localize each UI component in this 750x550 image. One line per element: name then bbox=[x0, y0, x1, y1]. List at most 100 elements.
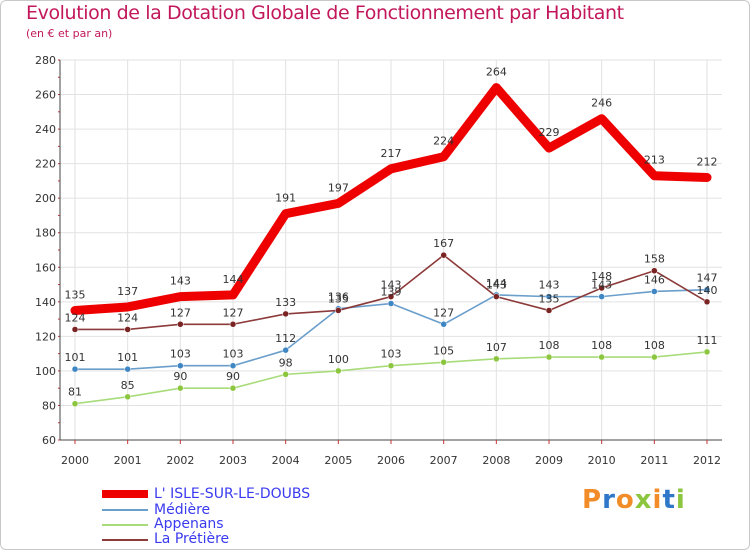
data-point bbox=[229, 362, 237, 369]
legend-swatch-mediere bbox=[102, 509, 148, 511]
data-label: 143 bbox=[486, 279, 507, 292]
data-label: 139 bbox=[381, 286, 402, 299]
data-label: 217 bbox=[381, 147, 402, 160]
data-label: 135 bbox=[65, 288, 86, 301]
data-label: 98 bbox=[279, 356, 293, 369]
data-label: 90 bbox=[226, 370, 240, 383]
data-label: 146 bbox=[644, 273, 665, 286]
data-point bbox=[387, 300, 395, 307]
data-point bbox=[598, 284, 605, 292]
data-point bbox=[545, 293, 553, 300]
data-point bbox=[494, 85, 499, 90]
y-tick-label: 160 bbox=[35, 261, 56, 274]
y-tick-label: 140 bbox=[35, 296, 56, 309]
y-tick-label: 60 bbox=[42, 434, 56, 447]
data-point bbox=[336, 201, 341, 206]
data-label: 212 bbox=[697, 155, 718, 168]
data-point bbox=[389, 166, 393, 171]
data-label: 101 bbox=[117, 351, 138, 364]
legend-label-la-pretiere: La Prétière bbox=[154, 531, 230, 547]
x-tick-label: 2011 bbox=[640, 454, 668, 467]
logo-letter: i bbox=[652, 485, 663, 515]
data-label: 90 bbox=[173, 370, 187, 383]
data-label: 144 bbox=[223, 273, 244, 286]
logo-letter: o bbox=[615, 485, 635, 515]
data-point bbox=[125, 305, 130, 309]
data-label: 108 bbox=[591, 339, 612, 352]
logo-letter: i bbox=[675, 485, 686, 515]
y-tick-label: 80 bbox=[42, 399, 56, 412]
data-point bbox=[598, 353, 605, 361]
x-tick-label: 2006 bbox=[377, 454, 405, 467]
data-point bbox=[231, 292, 235, 297]
data-point bbox=[440, 251, 447, 259]
proxiti-logo: Proxiti bbox=[582, 485, 686, 515]
data-label: 101 bbox=[65, 351, 86, 364]
x-tick-label: 2000 bbox=[61, 454, 89, 467]
data-point bbox=[387, 362, 395, 369]
x-tick-label: 2004 bbox=[272, 454, 300, 467]
data-point bbox=[441, 154, 446, 159]
data-point bbox=[178, 294, 183, 299]
data-point bbox=[703, 286, 711, 293]
data-label: 127 bbox=[223, 306, 244, 319]
data-point bbox=[599, 116, 604, 121]
data-label: 136 bbox=[328, 291, 349, 304]
logo-letter: r bbox=[602, 485, 616, 515]
legend-label-appenans: Appenans bbox=[154, 516, 224, 532]
data-label: 135 bbox=[539, 292, 560, 305]
data-point bbox=[545, 353, 553, 361]
data-label: 137 bbox=[117, 285, 138, 298]
x-tick-label: 2008 bbox=[482, 454, 510, 467]
data-point bbox=[71, 326, 79, 333]
data-label: 143 bbox=[381, 279, 402, 292]
data-point bbox=[71, 400, 79, 407]
data-point bbox=[177, 362, 184, 369]
data-label: 167 bbox=[433, 237, 454, 250]
x-tick-label: 2007 bbox=[430, 454, 458, 467]
data-label: 143 bbox=[170, 275, 191, 288]
legend-swatch-l-isle-sur-le-doubs bbox=[102, 490, 148, 498]
data-point bbox=[282, 346, 289, 354]
legend-label-mediere: Médière bbox=[154, 502, 211, 518]
data-label: 224 bbox=[433, 135, 454, 148]
data-label: 103 bbox=[381, 348, 402, 361]
x-tick-label: 2003 bbox=[219, 454, 247, 467]
data-label: 158 bbox=[644, 253, 665, 266]
data-label: 81 bbox=[68, 386, 82, 399]
data-point bbox=[335, 307, 342, 314]
data-point bbox=[547, 146, 551, 151]
data-point bbox=[652, 173, 657, 178]
chart-subtitle: (en € et par an) bbox=[26, 27, 113, 40]
x-tick-label: 2012 bbox=[693, 454, 721, 467]
data-label: 103 bbox=[223, 348, 244, 361]
data-point bbox=[282, 371, 289, 378]
data-label: 191 bbox=[275, 192, 296, 205]
data-label: 127 bbox=[433, 306, 454, 319]
data-label: 143 bbox=[591, 279, 612, 292]
data-label: 107 bbox=[486, 341, 507, 354]
data-label: 140 bbox=[697, 284, 718, 297]
x-tick-label: 2005 bbox=[324, 454, 352, 467]
data-label: 144 bbox=[486, 277, 507, 290]
data-point bbox=[229, 384, 237, 392]
chart-title: Evolution de la Dotation Globale de Fonc… bbox=[26, 2, 624, 24]
y-tick-label: 200 bbox=[35, 192, 56, 205]
data-point bbox=[71, 365, 79, 373]
data-point bbox=[703, 298, 711, 306]
legend-swatch-appenans bbox=[102, 524, 148, 526]
data-label: 103 bbox=[170, 348, 191, 361]
y-tick-label: 120 bbox=[35, 330, 56, 343]
y-tick-label: 240 bbox=[35, 123, 56, 136]
data-point bbox=[387, 293, 395, 300]
x-tick-label: 2010 bbox=[588, 454, 616, 467]
data-label: 264 bbox=[486, 66, 507, 79]
data-label: 100 bbox=[328, 353, 349, 366]
data-point bbox=[335, 367, 342, 375]
data-point bbox=[283, 211, 288, 216]
data-point bbox=[124, 326, 131, 333]
data-point bbox=[703, 348, 711, 356]
data-label: 105 bbox=[433, 344, 454, 357]
logo-letter: t bbox=[662, 485, 676, 515]
